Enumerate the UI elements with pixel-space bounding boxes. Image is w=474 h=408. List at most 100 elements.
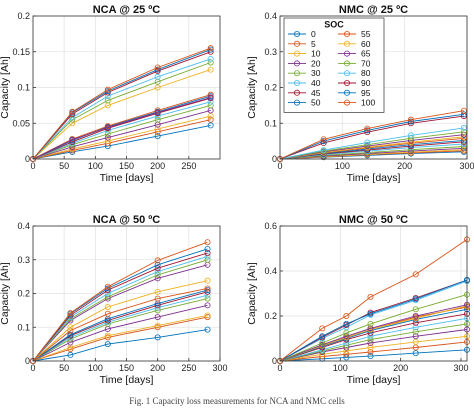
x-tick-label: 300 — [453, 363, 468, 373]
data-point — [154, 107, 161, 114]
legend-marker — [293, 30, 300, 37]
data-point — [154, 334, 161, 341]
data-point — [204, 326, 211, 333]
series-line-60 — [32, 280, 208, 362]
data-point — [69, 108, 76, 115]
y-axis-label: Capacity [Ah] — [0, 262, 11, 325]
legend-entry-label: 20 — [311, 58, 321, 68]
data-point — [367, 310, 374, 317]
legend-marker — [343, 70, 350, 77]
series-line-65 — [32, 264, 208, 362]
legend-entry-label: 60 — [361, 39, 371, 49]
data-point — [460, 140, 467, 147]
x-tick-label: 0 — [30, 161, 35, 171]
data-point — [104, 86, 111, 93]
series-line-100 — [279, 110, 464, 160]
series-line-55 — [32, 287, 208, 362]
series-line-90 — [279, 115, 464, 160]
y-tick-label: 0.2 — [264, 83, 277, 93]
axes-frame — [279, 225, 468, 362]
data-point — [154, 288, 161, 295]
series-line-70 — [279, 294, 468, 362]
data-point — [320, 138, 327, 145]
data-point — [67, 331, 74, 338]
series-line-80 — [279, 127, 464, 160]
x-tick-label: 100 — [88, 363, 103, 373]
x-tick-label: 200 — [393, 363, 408, 373]
legend-entry-label: 0 — [311, 29, 316, 39]
x-tick-label: 0 — [277, 363, 282, 373]
x-tick-label: 300 — [459, 161, 474, 171]
data-point — [154, 66, 161, 73]
data-point — [204, 277, 211, 284]
data-point — [412, 271, 419, 278]
data-point — [412, 338, 419, 345]
legend-marker — [343, 40, 350, 47]
series-line-95 — [279, 279, 468, 362]
y-axis-label: Capacity [Ah] — [0, 56, 11, 119]
series-line-40 — [32, 294, 208, 362]
x-tick-label: 0 — [30, 363, 35, 373]
data-point — [154, 295, 161, 302]
data-point — [154, 73, 161, 80]
data-point — [407, 132, 414, 139]
data-point — [204, 245, 211, 252]
y-tick-label: 0.15 — [12, 47, 30, 57]
data-point — [104, 319, 111, 326]
legend-marker — [343, 30, 350, 37]
data-point — [343, 312, 350, 319]
legend-marker — [343, 50, 350, 57]
x-tick-label: 250 — [181, 363, 196, 373]
legend-entry-label: 90 — [361, 78, 371, 88]
legend-entry-label: 5 — [311, 39, 316, 49]
x-tick-label: 200 — [150, 363, 165, 373]
data-point — [69, 120, 76, 127]
legend-marker — [293, 50, 300, 57]
data-point — [367, 339, 374, 346]
x-axis-label: Time [days] — [347, 374, 401, 386]
series-line-5 — [32, 316, 208, 362]
data-point — [367, 353, 374, 360]
data-point — [364, 129, 371, 136]
data-point — [320, 147, 327, 154]
series-line-65 — [279, 304, 468, 362]
y-tick-label: 0.2 — [264, 311, 277, 321]
data-point — [154, 116, 161, 123]
y-tick-label: 0.6 — [264, 221, 277, 231]
series-line-45 — [32, 97, 211, 160]
data-point — [343, 329, 350, 336]
y-tick-label: 0.2 — [17, 11, 30, 21]
series-line-100 — [279, 239, 468, 362]
chart-panel-3: 0 100 200 300 0 0.2 0.4 0.6 NMC @ 50 ºC Time [day… — [246, 214, 470, 386]
x-tick-label: 300 — [212, 363, 227, 373]
data-point — [343, 339, 350, 346]
legend-marker — [343, 89, 350, 96]
legend-entry-label: 30 — [311, 68, 321, 78]
series-line-100 — [32, 47, 211, 160]
data-point — [367, 336, 374, 343]
data-point — [154, 64, 161, 71]
series-line-10 — [32, 115, 211, 160]
data-point — [412, 306, 419, 313]
data-point — [319, 325, 326, 332]
data-point — [343, 354, 350, 361]
series-line-5 — [32, 119, 211, 160]
legend-marker — [293, 70, 300, 77]
legend-marker — [293, 40, 300, 47]
y-tick-label: 0 — [272, 356, 277, 366]
data-point — [204, 312, 211, 319]
x-tick-label: 200 — [397, 161, 412, 171]
x-tick-label: 150 — [119, 161, 134, 171]
data-point — [412, 328, 419, 335]
data-point — [460, 137, 467, 144]
legend-entry-label: 95 — [361, 88, 371, 98]
series-line-40 — [279, 143, 464, 160]
y-tick-label: 0.2 — [17, 289, 30, 299]
data-point — [407, 120, 414, 127]
legend-marker — [293, 89, 300, 96]
series-line-60 — [279, 305, 468, 362]
series-line-0 — [279, 349, 468, 362]
series-line-20 — [279, 329, 468, 362]
